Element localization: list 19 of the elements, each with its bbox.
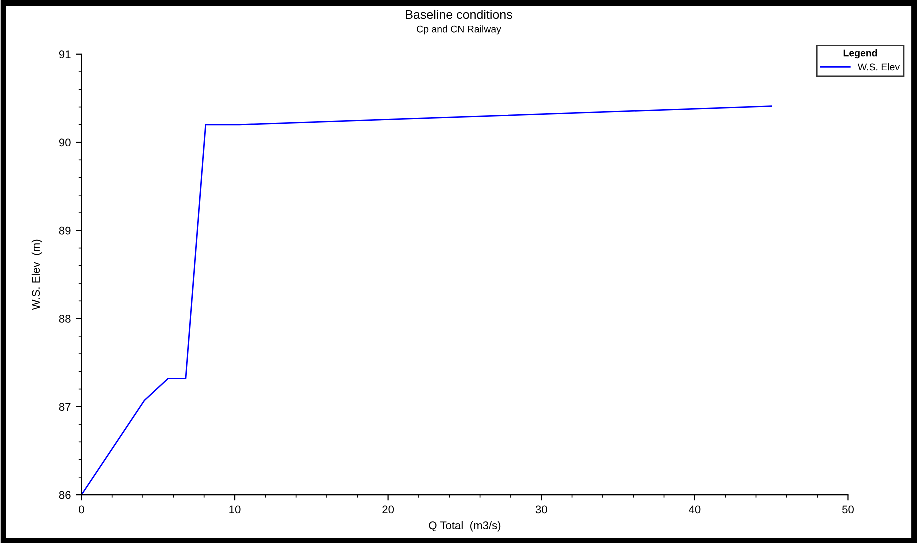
y-tick-label: 86	[59, 491, 71, 500]
y-tick-label: 89	[59, 226, 71, 235]
y-axis-title: W.S. Elev (m)	[32, 240, 42, 310]
y-tick-label: 90	[59, 138, 71, 147]
x-tick-label: 0	[79, 506, 84, 514]
y-tick-label: 88	[59, 315, 71, 323]
x-tick-label: 10	[230, 506, 241, 514]
x-tick-label: 30	[536, 506, 548, 514]
legend-title: Legend	[844, 50, 878, 59]
chart-title: Baseline conditions	[406, 10, 512, 20]
chart-subtitle: Cp and CN Railway	[417, 26, 502, 35]
x-tick-label: 40	[689, 506, 701, 514]
y-tick-label: 87	[59, 403, 71, 412]
y-tick-label: 91	[59, 50, 71, 59]
x-tick-label: 50	[842, 506, 854, 514]
legend-label: W.S. Elev	[858, 64, 900, 71]
line-series	[82, 106, 772, 496]
x-axis-title: Q Total (m3/s)	[429, 521, 501, 532]
x-tick-label: 20	[382, 506, 394, 514]
